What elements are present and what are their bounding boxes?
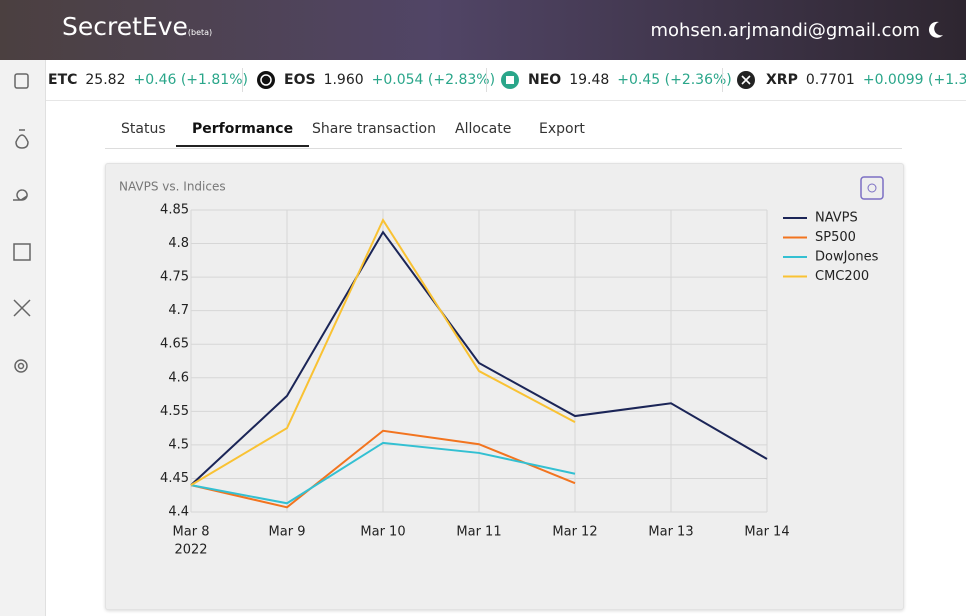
price-ticker: ETC 25.82 +0.46 (+1.81%) EOS 1.960 +0.054 (+… [46,60,966,101]
icon-dashboard[interactable] [14,73,29,89]
tab[interactable]: Export [539,121,585,137]
coin-icon [501,71,519,89]
icon-network[interactable] [13,243,31,261]
change: +0.46 (+1.81%) [133,72,248,88]
series-line [190,441,576,505]
symbol: EOS [284,72,316,88]
legend-label: CMC200 [815,269,869,284]
price: 25.82 [85,72,126,88]
change: +0.45 (+2.36%) [617,72,732,88]
legend-label: SP500 [815,230,856,245]
ticker-item: XRP 0.7701 +0.0099 (+1.30%) [766,72,966,88]
ticker-item: ETC 25.82 +0.46 (+1.81%) [48,72,248,88]
sidebar [0,60,46,616]
brand-name: SecretEve [62,12,188,41]
symbol: ETC [48,72,78,88]
icon-funds[interactable] [15,129,29,149]
x-tick-label: Mar 8 [173,525,210,540]
sidebar-icons [13,73,31,373]
x-tick-label: Mar 12 [552,525,597,540]
series-line [190,429,576,509]
series-line [190,217,576,487]
coin-icon [737,71,755,89]
y-tick-label: 4.65 [160,337,189,352]
tab-bar: Status Performance Share transaction Alloca… [105,112,902,149]
coin-icon [257,71,275,89]
separator [722,68,723,92]
theme-toggle[interactable] [928,21,944,39]
icon-tools[interactable] [13,299,31,317]
user-email[interactable]: mohsen.arjmandi@gmail.com [650,20,920,41]
header: SecretEve(beta) mohsen.arjmandi@gmail.co… [0,0,966,60]
x-year-label: 2022 [174,543,207,558]
y-tick-label: 4.55 [160,404,189,419]
x-tick-label: Mar 13 [648,525,693,540]
price: 19.48 [569,72,610,88]
ticker-item: NEO 19.48 +0.45 (+2.36%) [528,72,732,88]
y-tick-label: 4.8 [168,236,189,251]
separator [486,68,487,92]
separator [242,68,243,92]
series-line [190,230,768,486]
legend-label: NAVPS [815,211,858,226]
legend-label: DowJones [815,250,879,265]
y-tick-label: 4.5 [168,437,189,452]
brand-tag: (beta) [187,28,213,37]
y-tick-label: 4.4 [168,505,189,520]
history-button[interactable] [860,176,884,200]
y-tick-label: 4.85 [160,203,189,218]
x-tick-label: Mar 9 [269,525,306,540]
tab[interactable]: Status [121,121,166,137]
symbol: NEO [528,72,562,88]
change: +0.0099 (+1.30%) [862,72,966,88]
x-tick-label: Mar 11 [456,525,501,540]
brand[interactable]: SecretEve(beta) [62,12,212,41]
chart-title: NAVPS vs. Indices [119,180,226,194]
icon-invest[interactable] [13,189,28,201]
y-tick-label: 4.45 [160,471,189,486]
price: 0.7701 [805,72,855,88]
tab[interactable]: Share transaction [312,121,436,137]
chart-card [105,163,904,610]
icon-settings[interactable] [14,359,28,373]
y-tick-label: 4.6 [168,370,189,385]
tab[interactable]: Allocate [455,121,512,137]
y-tick-label: 4.7 [168,303,189,318]
tab[interactable]: Performance [176,121,310,147]
ticker-item: EOS 1.960 +0.054 (+2.83%) [284,72,495,88]
price: 1.960 [323,72,364,88]
change: +0.054 (+2.83%) [371,72,496,88]
symbol: XRP [766,72,798,88]
y-tick-label: 4.75 [160,270,189,285]
x-tick-label: Mar 14 [744,525,789,540]
x-tick-label: Mar 10 [360,525,405,540]
